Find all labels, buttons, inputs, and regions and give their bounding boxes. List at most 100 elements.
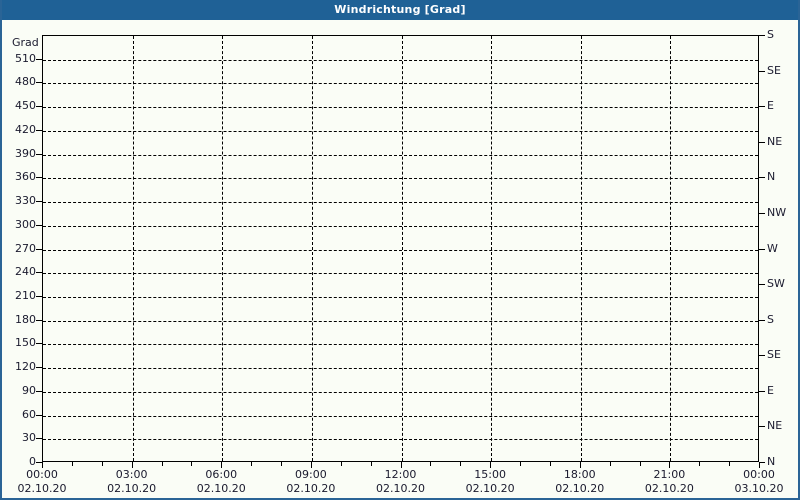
y-axis-label-left: 450 bbox=[15, 99, 36, 113]
x-axis-tick bbox=[490, 462, 492, 468]
gridline-horizontal bbox=[43, 439, 758, 441]
x-axis-tick bbox=[101, 462, 103, 466]
y-axis-tick-right bbox=[759, 248, 765, 250]
y-axis-tick-right bbox=[759, 177, 765, 179]
y-axis-tick-right bbox=[759, 284, 765, 286]
y-axis-tick-left bbox=[36, 414, 42, 416]
y-axis-label-right: E bbox=[767, 99, 774, 113]
y-axis-label-left: 480 bbox=[15, 75, 36, 89]
x-axis-label-date: 02.10.20 bbox=[17, 482, 67, 495]
y-axis-label-left: 300 bbox=[15, 217, 36, 231]
x-axis-tick bbox=[579, 462, 581, 468]
y-axis-tick-left bbox=[36, 367, 42, 369]
gridline-vertical bbox=[222, 36, 224, 461]
y-axis-label-right: E bbox=[767, 383, 774, 397]
gridline-vertical bbox=[491, 36, 493, 461]
y-axis-label-left: 180 bbox=[15, 312, 36, 326]
y-axis-label-left: 330 bbox=[15, 194, 36, 208]
x-axis-label: 00:00 02.10.20 bbox=[2, 468, 87, 496]
x-axis-label: 12:00 02.10.20 bbox=[356, 468, 446, 496]
x-axis-tick bbox=[340, 462, 342, 466]
gridline-horizontal bbox=[43, 391, 758, 393]
y-axis-label-left: 60 bbox=[22, 407, 36, 421]
x-axis-label-date: 03.10.20 bbox=[734, 482, 784, 495]
x-axis-tick bbox=[370, 462, 372, 466]
x-axis-tick bbox=[131, 462, 133, 468]
x-axis-label-time: 21:00 bbox=[653, 468, 686, 481]
gridline-vertical bbox=[311, 36, 313, 461]
y-axis-label-right: SE bbox=[767, 348, 781, 362]
y-axis-tick-left bbox=[36, 319, 42, 321]
y-axis-label-left: 30 bbox=[22, 431, 36, 445]
x-axis-tick bbox=[699, 462, 701, 466]
x-axis-tick bbox=[729, 462, 731, 466]
y-axis-tick-right bbox=[759, 106, 765, 108]
y-axis-label-right: NW bbox=[767, 205, 787, 219]
y-axis-tick-left bbox=[36, 248, 42, 250]
y-axis-label-right: S bbox=[767, 312, 774, 326]
y-axis-tick-left bbox=[36, 129, 42, 131]
y-axis-label-left: 390 bbox=[15, 146, 36, 160]
y-axis-tick-right bbox=[759, 212, 765, 214]
x-axis-tick bbox=[609, 462, 611, 466]
y-axis-label-left: 240 bbox=[15, 265, 36, 279]
y-axis-label-right: S bbox=[767, 28, 774, 41]
x-axis-tick bbox=[161, 462, 163, 466]
gridline-horizontal bbox=[43, 225, 758, 227]
x-axis-label: 18:00 02.10.20 bbox=[535, 468, 625, 496]
x-axis-label-time: 00:00 bbox=[26, 468, 58, 481]
y-axis-tick-right bbox=[759, 355, 765, 357]
x-axis-label-date: 02.10.20 bbox=[107, 482, 157, 495]
x-axis-label-date: 02.10.20 bbox=[465, 482, 515, 495]
y-axis-tick-right bbox=[759, 70, 765, 72]
y-axis-tick-right bbox=[759, 390, 765, 392]
x-axis-label-time: 00:00 bbox=[743, 468, 775, 481]
y-axis-label-left: 210 bbox=[15, 288, 36, 302]
y-axis-tick-left bbox=[36, 390, 42, 392]
y-axis-label-left: 360 bbox=[15, 170, 36, 184]
x-axis-tick bbox=[310, 462, 312, 468]
x-axis-tick bbox=[42, 462, 43, 468]
x-axis-label-time: 03:00 bbox=[115, 468, 148, 481]
y-axis-tick-right bbox=[759, 35, 765, 36]
x-axis-label-time: 12:00 bbox=[384, 468, 417, 481]
gridline-horizontal bbox=[43, 273, 758, 275]
x-axis-label: 09:00 02.10.20 bbox=[266, 468, 356, 496]
y-axis-tick-left bbox=[36, 462, 42, 463]
plot-area bbox=[42, 35, 759, 462]
y-axis-tick-left bbox=[36, 224, 42, 226]
gridline-vertical bbox=[401, 36, 403, 461]
y-axis-tick-right bbox=[759, 141, 765, 143]
x-axis-label-time: 15:00 bbox=[474, 468, 506, 481]
x-axis-tick bbox=[639, 462, 641, 466]
x-axis-label-date: 02.10.20 bbox=[555, 482, 605, 495]
y-axis-tick-left bbox=[36, 82, 42, 84]
gridline-horizontal bbox=[43, 130, 758, 132]
y-axis-tick-left bbox=[36, 153, 42, 155]
y-axis-tick-left bbox=[36, 106, 42, 108]
x-axis-tick bbox=[549, 462, 551, 466]
page-title: Windrichtung [Grad] bbox=[334, 3, 466, 16]
x-axis-label-time: 06:00 bbox=[205, 468, 238, 481]
y-axis-label-right: N bbox=[767, 455, 776, 468]
x-axis-tick bbox=[191, 462, 193, 466]
x-axis-label: 15:00 02.10.20 bbox=[445, 468, 535, 496]
x-axis-label-time: 18:00 bbox=[563, 468, 596, 481]
gridline-horizontal bbox=[43, 107, 758, 109]
x-axis-label-date: 02.10.20 bbox=[376, 482, 425, 495]
x-axis-label: 21:00 02.10.20 bbox=[624, 468, 714, 496]
y-axis-tick-left bbox=[36, 272, 42, 274]
gridline-vertical bbox=[580, 36, 582, 461]
x-axis-tick bbox=[281, 462, 282, 466]
y-axis-tick-left bbox=[36, 177, 42, 179]
y-axis-label-left: 150 bbox=[15, 336, 36, 350]
gridline-horizontal bbox=[43, 59, 758, 61]
window-title-bar: Windrichtung [Grad] bbox=[2, 0, 798, 20]
x-axis-tick bbox=[251, 462, 253, 466]
x-axis-label-date: 02.10.20 bbox=[644, 482, 694, 495]
x-axis-label: 00:00 03.10.20 bbox=[714, 468, 798, 496]
gridline-horizontal bbox=[43, 178, 758, 180]
y-axis-label-right: SE bbox=[767, 63, 781, 77]
y-axis-label-right: W bbox=[767, 241, 778, 255]
